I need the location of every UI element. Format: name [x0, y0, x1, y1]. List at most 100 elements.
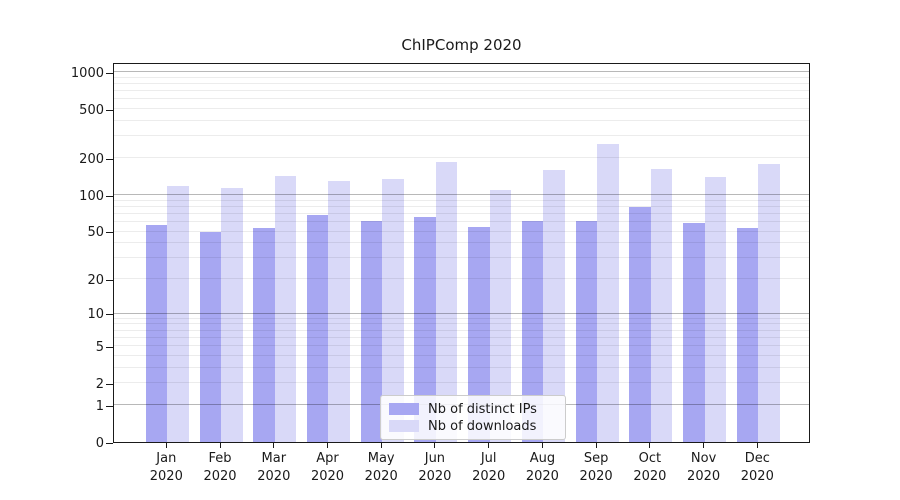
- x-tick-label-aug: Aug 2020: [510, 450, 574, 485]
- x-tick-label-oct: Oct 2020: [618, 450, 682, 485]
- bar-distinct-ips-nov: [683, 222, 705, 442]
- bar-distinct-ips-may: [360, 221, 383, 442]
- x-tick-mark-aug: [541, 443, 543, 448]
- bar-downloads-dec: [758, 163, 780, 442]
- x-tick-label-month-oct: Oct: [638, 451, 662, 466]
- y-tick-label-1: 1: [95, 398, 104, 414]
- y-tick-mark-200: [106, 158, 113, 160]
- x-tick-label-nov: Nov 2020: [672, 450, 736, 485]
- y-tick-label-2: 2: [95, 377, 104, 392]
- x-tick-label-jul: Jul 2020: [457, 450, 521, 485]
- y-tick-label-500: 500: [79, 102, 104, 118]
- bar-distinct-ips-oct: [629, 207, 651, 442]
- y-tick-mark-500: [106, 109, 113, 111]
- x-tick-label-year-dec: 2020: [740, 468, 774, 484]
- bar-distinct-ips-jun: [414, 216, 436, 442]
- x-tick-label-month-sep: Sep: [583, 451, 609, 466]
- x-tick-mark-may: [380, 443, 382, 448]
- bar-downloads-jul: [489, 189, 512, 442]
- x-tick-mark-sep: [595, 443, 597, 448]
- x-tick-label-year-aug: 2020: [525, 468, 559, 484]
- x-tick-label-year-jul: 2020: [472, 468, 506, 484]
- x-tick-label-month-feb: Feb: [208, 451, 232, 466]
- bar-downloads-feb: [221, 188, 243, 442]
- bar-distinct-ips-jul: [468, 227, 490, 442]
- bar-distinct-ips-jan: [145, 224, 168, 442]
- bar-distinct-ips-aug: [521, 221, 544, 442]
- bar-downloads-jan: [167, 185, 189, 442]
- x-tick-label-feb: Feb 2020: [188, 450, 252, 485]
- bars-layer: [114, 64, 809, 442]
- x-tick-label-may: May 2020: [349, 450, 413, 485]
- x-tick-label-dec: Dec 2020: [725, 450, 789, 485]
- bar-downloads-oct: [650, 168, 673, 442]
- x-tick-label-sep: Sep 2020: [564, 450, 628, 485]
- x-tick-label-year-jan: 2020: [149, 468, 183, 484]
- bar-distinct-ips-apr: [306, 215, 329, 442]
- bar-distinct-ips-sep: [575, 221, 598, 442]
- x-tick-label-month-jan: Jan: [156, 451, 177, 466]
- x-tick-label-month-apr: Apr: [316, 451, 339, 466]
- legend-swatch-distinct-ips: [389, 403, 419, 415]
- x-tick-label-apr: Apr 2020: [296, 450, 360, 485]
- x-tick-mark-jan: [165, 443, 167, 448]
- y-tick-mark-1: [106, 405, 113, 407]
- y-tick-mark-1000: [106, 72, 113, 74]
- legend-item-downloads: Nb of downloads: [389, 418, 557, 434]
- y-tick-label-5: 5: [95, 339, 104, 355]
- x-tick-mark-oct: [649, 443, 651, 448]
- x-tick-label-year-nov: 2020: [687, 468, 721, 484]
- x-tick-label-year-apr: 2020: [310, 468, 345, 484]
- y-tick-mark-20: [106, 279, 113, 281]
- y-tick-label-1000: 1000: [70, 65, 104, 81]
- y-tick-label-0: 0: [95, 435, 104, 451]
- x-tick-label-year-oct: 2020: [633, 468, 667, 484]
- x-tick-mark-mar: [273, 443, 275, 448]
- legend-item-distinct-ips: Nb of distinct IPs: [389, 401, 557, 417]
- x-tick-label-month-jul: Jul: [480, 451, 497, 466]
- x-tick-label-mar: Mar 2020: [242, 450, 306, 485]
- chart-title: ChIPComp 2020: [401, 36, 522, 54]
- x-tick-label-month-nov: Nov: [690, 451, 717, 466]
- x-tick-mark-jul: [488, 443, 490, 448]
- legend: Nb of distinct IPs Nb of downloads: [380, 395, 566, 440]
- y-tick-label-20: 20: [87, 272, 104, 288]
- x-tick-label-year-feb: 2020: [203, 468, 237, 484]
- x-tick-label-month-dec: Dec: [744, 451, 770, 466]
- bar-downloads-sep: [597, 144, 619, 442]
- x-tick-label-month-may: May: [367, 451, 395, 466]
- x-tick-label-month-jun: Jun: [424, 451, 446, 466]
- bar-distinct-ips-dec: [736, 228, 759, 442]
- x-tick-mark-nov: [703, 443, 705, 448]
- bar-downloads-may: [382, 179, 404, 442]
- x-tick-mark-dec: [756, 443, 758, 448]
- bar-downloads-aug: [543, 170, 565, 442]
- x-tick-label-year-may: 2020: [364, 468, 398, 484]
- x-tick-label-jun: Jun 2020: [403, 450, 467, 485]
- y-tick-mark-10: [106, 314, 113, 316]
- legend-swatch-downloads: [389, 420, 419, 432]
- x-tick-label-month-mar: Mar: [261, 451, 287, 466]
- bar-distinct-ips-feb: [199, 231, 222, 442]
- x-tick-label-month-aug: Aug: [529, 451, 556, 466]
- plot-area: Nb of distinct IPs Nb of downloads: [113, 63, 810, 443]
- bar-downloads-apr: [328, 181, 350, 442]
- bar-distinct-ips-mar: [253, 228, 275, 442]
- y-tick-mark-0: [106, 442, 113, 444]
- y-tick-mark-50: [106, 232, 113, 234]
- bar-downloads-jun: [435, 161, 458, 442]
- x-tick-label-year-jun: 2020: [418, 468, 452, 484]
- bar-downloads-nov: [704, 177, 727, 442]
- x-tick-label-year-sep: 2020: [579, 468, 613, 484]
- x-tick-mark-feb: [219, 443, 221, 448]
- y-tick-label-50: 50: [87, 225, 104, 241]
- y-tick-label-200: 200: [79, 151, 104, 167]
- y-tick-label-100: 100: [79, 188, 104, 204]
- y-tick-mark-100: [106, 195, 113, 197]
- y-tick-label-10: 10: [87, 307, 104, 323]
- x-tick-label-jan: Jan 2020: [134, 450, 198, 485]
- x-tick-label-year-mar: 2020: [257, 468, 291, 484]
- bar-downloads-mar: [274, 175, 297, 442]
- legend-label-distinct-ips: Nb of distinct IPs: [428, 401, 537, 417]
